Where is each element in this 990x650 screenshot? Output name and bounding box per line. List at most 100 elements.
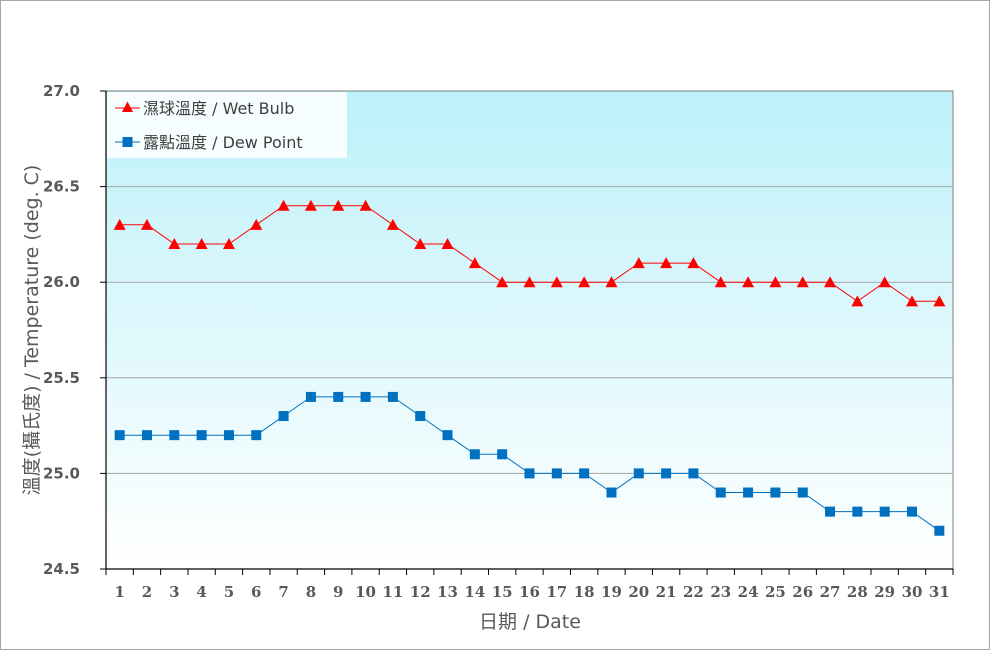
data-point[interactable] (550, 276, 563, 288)
data-point[interactable] (468, 257, 481, 269)
x-tick-label: 15 (492, 583, 513, 601)
data-point[interactable] (304, 199, 317, 211)
data-point[interactable] (851, 295, 864, 307)
data-point[interactable] (906, 295, 919, 307)
data-point[interactable] (933, 295, 946, 307)
data-point[interactable] (796, 276, 809, 288)
data-point[interactable] (852, 506, 863, 517)
x-tick-label: 22 (683, 583, 704, 601)
data-point[interactable] (387, 391, 398, 402)
data-point[interactable] (169, 430, 180, 441)
data-point[interactable] (251, 430, 262, 441)
data-point[interactable] (222, 237, 235, 249)
x-tick-label: 28 (847, 583, 868, 601)
data-point[interactable] (360, 391, 371, 402)
x-tick-label: 27 (820, 583, 841, 601)
data-point[interactable] (141, 430, 152, 441)
y-tick-label: 26.0 (43, 273, 80, 291)
data-point[interactable] (497, 449, 508, 460)
legend: 濕球溫度 / Wet Bulb 露點溫度 / Dew Point (107, 92, 347, 158)
triangle-marker-icon (122, 101, 133, 112)
x-tick-label: 14 (464, 583, 485, 601)
data-point[interactable] (878, 276, 891, 288)
x-tick-label: 3 (169, 583, 179, 601)
data-point[interactable] (441, 237, 454, 249)
data-point[interactable] (742, 276, 755, 288)
data-point[interactable] (414, 237, 427, 249)
data-point[interactable] (305, 391, 316, 402)
data-point[interactable] (797, 487, 808, 498)
x-tick-label: 12 (410, 583, 431, 601)
data-point[interactable] (687, 257, 700, 269)
data-point[interactable] (606, 487, 617, 498)
x-tick-label: 2 (142, 583, 152, 601)
x-tick-label: 9 (333, 583, 343, 601)
data-point[interactable] (605, 276, 618, 288)
data-point[interactable] (195, 237, 208, 249)
data-point[interactable] (824, 276, 837, 288)
data-point[interactable] (715, 487, 726, 498)
series-layer (113, 199, 946, 536)
data-point[interactable] (934, 525, 945, 536)
data-point[interactable] (633, 468, 644, 479)
data-point[interactable] (496, 276, 509, 288)
data-point[interactable] (579, 468, 590, 479)
data-point[interactable] (250, 218, 263, 230)
data-point[interactable] (551, 468, 562, 479)
x-tick-label: 18 (574, 583, 595, 601)
x-tick-label: 5 (224, 583, 234, 601)
y-axis-ticks: 24.5 25.0 25.5 26.0 26.5 27.0 (43, 82, 106, 578)
y-axis-title: 溫度(攝氏度) / Temperature (deg. C) (21, 165, 43, 496)
data-point[interactable] (114, 430, 125, 441)
legend-label-wet-bulb: 濕球溫度 / Wet Bulb (143, 99, 294, 118)
data-point[interactable] (879, 506, 890, 517)
data-point[interactable] (660, 257, 673, 269)
y-tick-label: 24.5 (43, 560, 80, 578)
data-point[interactable] (524, 468, 535, 479)
x-tick-label: 29 (874, 583, 895, 601)
x-tick-label: 16 (519, 583, 540, 601)
data-point[interactable] (770, 487, 781, 498)
series-dew-point (114, 391, 945, 536)
data-point[interactable] (769, 276, 782, 288)
x-axis-title: 日期 / Date (479, 611, 581, 633)
data-point[interactable] (415, 411, 426, 422)
data-point[interactable] (825, 506, 836, 517)
data-point[interactable] (661, 468, 672, 479)
data-point[interactable] (688, 468, 699, 479)
x-tick-label: 6 (251, 583, 261, 601)
data-point[interactable] (743, 487, 754, 498)
square-marker-icon (122, 137, 133, 147)
x-axis-ticks: 1 2 3 4 5 6 7 8 9 10 11 12 13 14 15 16 17 18 19 20 21 22 23 24 2… (105, 569, 954, 601)
legend-item-wet-bulb[interactable]: 濕球溫度 / Wet Bulb (115, 99, 294, 118)
x-tick-label: 10 (355, 583, 376, 601)
data-point[interactable] (140, 218, 153, 230)
data-point[interactable] (223, 430, 234, 441)
x-tick-label: 25 (765, 583, 786, 601)
data-point[interactable] (578, 276, 591, 288)
legend-item-dew-point[interactable]: 露點溫度 / Dew Point (115, 133, 303, 152)
y-tick-label: 25.0 (43, 464, 80, 482)
x-tick-label: 11 (382, 583, 403, 601)
data-point[interactable] (632, 257, 645, 269)
legend-label-dew-point: 露點溫度 / Dew Point (143, 133, 303, 152)
data-point[interactable] (332, 199, 345, 211)
x-tick-label: 7 (278, 583, 288, 601)
y-tick-label: 27.0 (43, 82, 80, 100)
data-point[interactable] (469, 449, 480, 460)
data-point[interactable] (196, 430, 207, 441)
data-point[interactable] (442, 430, 453, 441)
data-point[interactable] (523, 276, 536, 288)
data-point[interactable] (907, 506, 918, 517)
data-point[interactable] (113, 218, 126, 230)
data-point[interactable] (168, 237, 181, 249)
data-point[interactable] (278, 411, 289, 422)
x-tick-label: 24 (738, 583, 759, 601)
x-tick-label: 23 (710, 583, 731, 601)
data-point[interactable] (333, 391, 344, 402)
data-point[interactable] (359, 199, 372, 211)
data-point[interactable] (277, 199, 290, 211)
data-point[interactable] (386, 218, 399, 230)
data-point[interactable] (714, 276, 727, 288)
